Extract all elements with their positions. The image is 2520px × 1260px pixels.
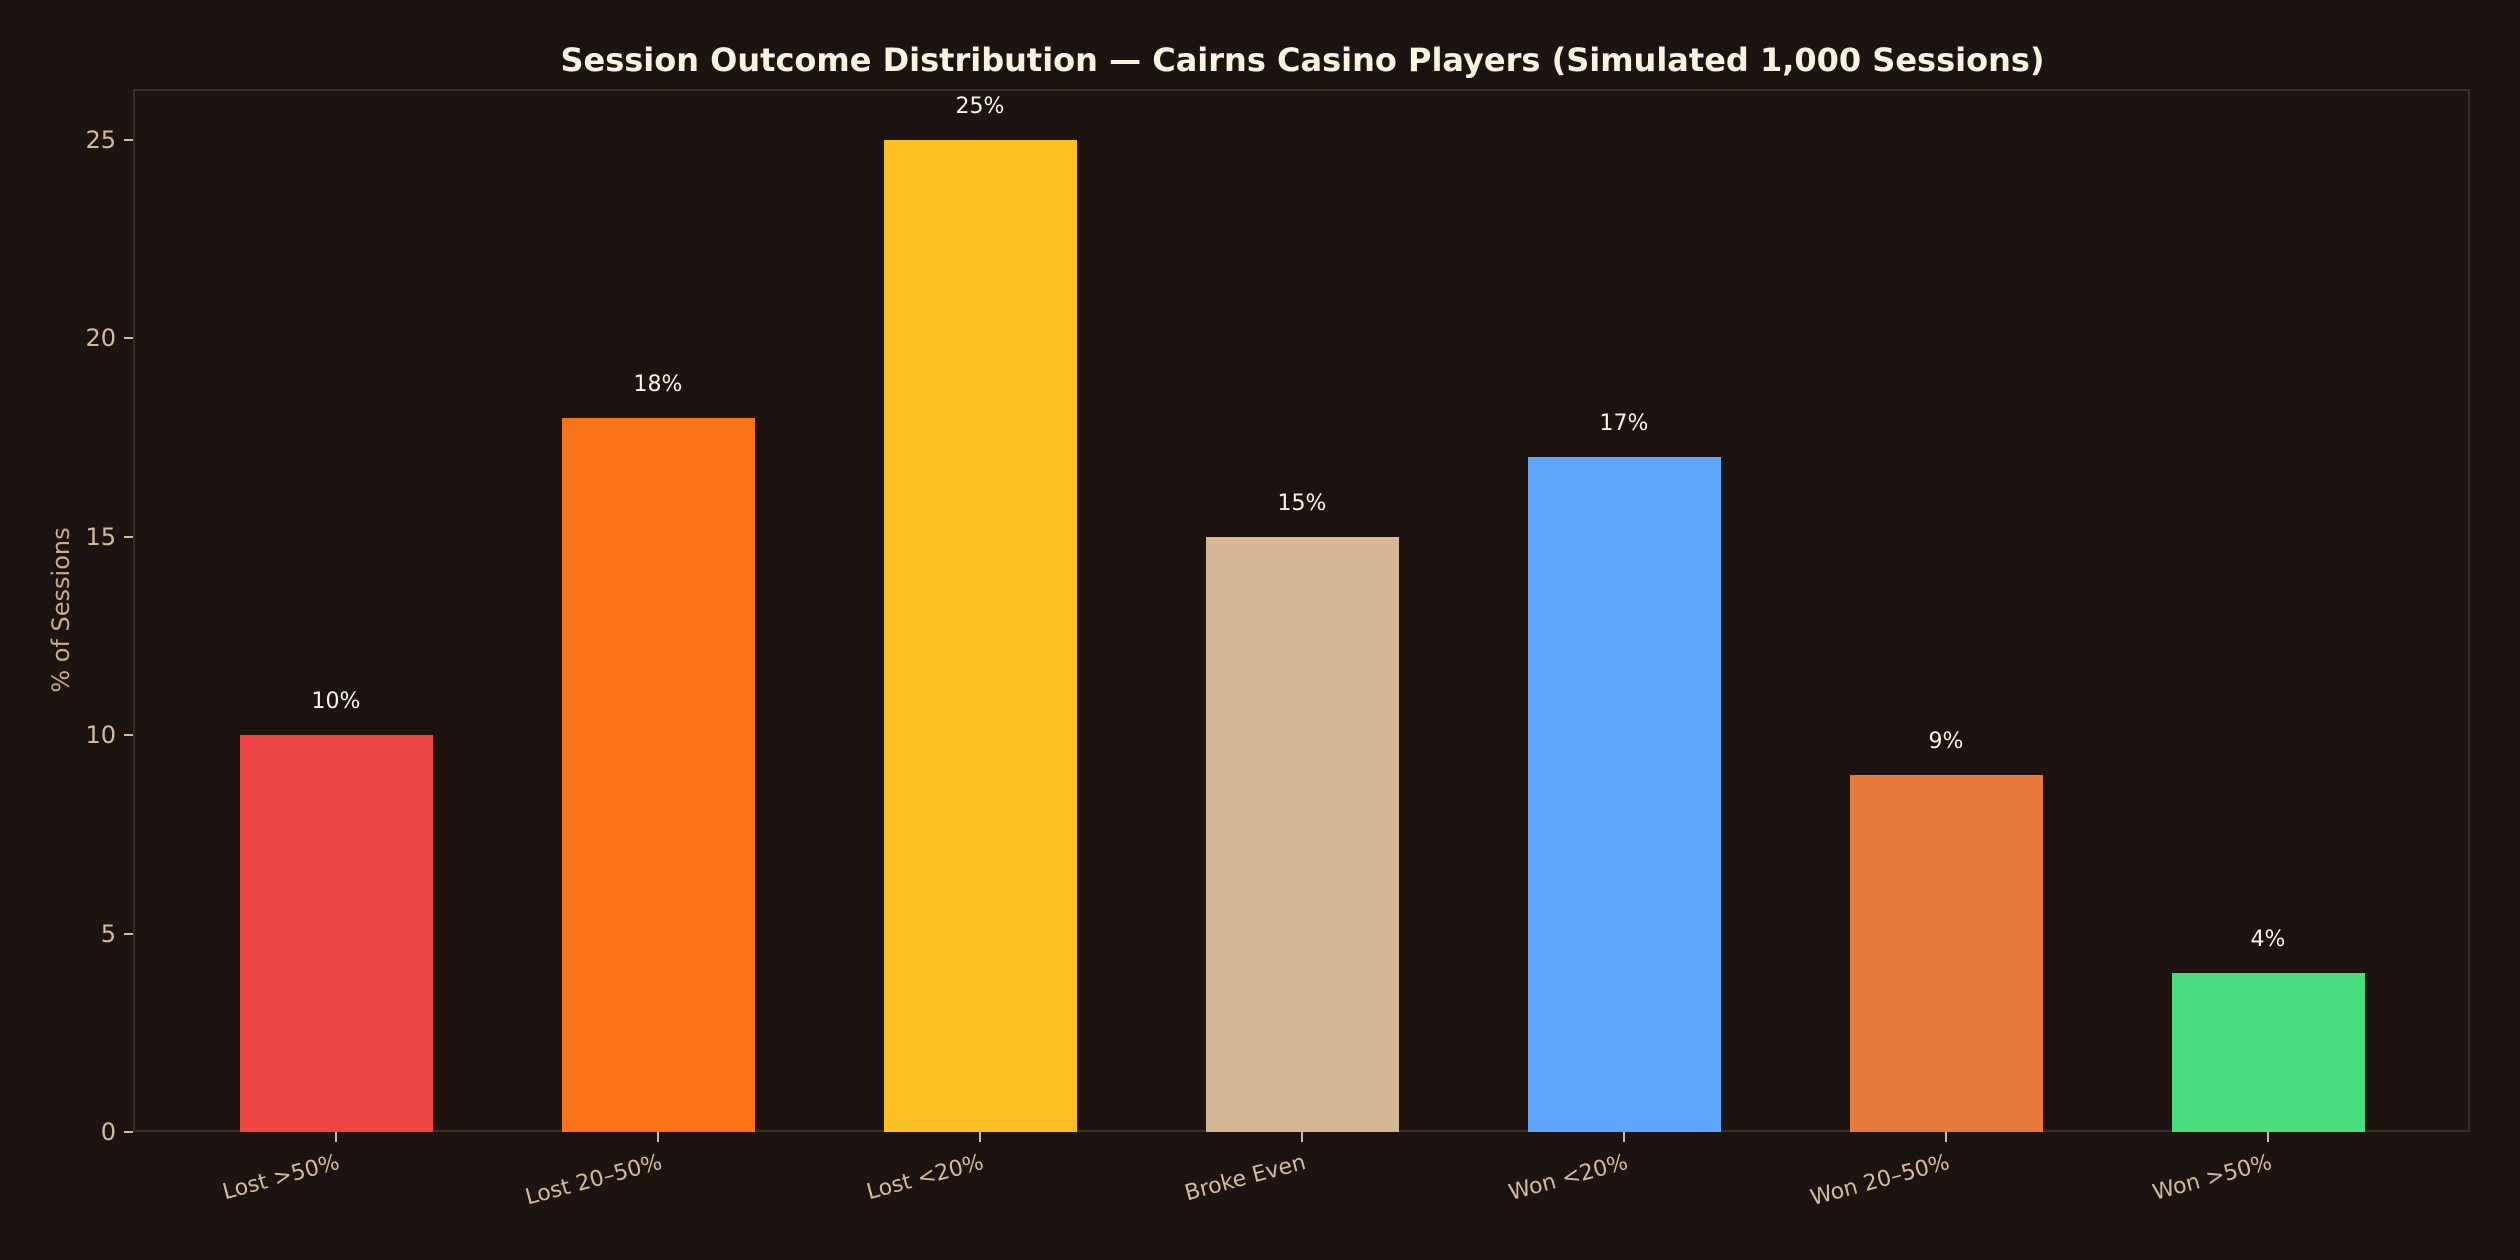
bar-value-label: 18% xyxy=(633,371,683,397)
bar xyxy=(1527,457,1721,1132)
x-tick-label: Lost <20% xyxy=(864,1150,987,1206)
y-axis-label: % of Sessions xyxy=(47,527,75,693)
x-tick-mark xyxy=(1623,1132,1625,1142)
y-tick-label: 5 xyxy=(100,919,116,948)
bar xyxy=(1849,774,2043,1132)
y-tick-mark xyxy=(124,139,133,141)
y-tick-mark xyxy=(124,932,133,935)
x-tick-mark xyxy=(2267,1132,2269,1142)
bar xyxy=(561,417,755,1132)
x-tick-label: Won 20–50% xyxy=(1808,1150,1953,1212)
y-tick-label: 25 xyxy=(85,126,116,154)
x-tick-label: Lost >50% xyxy=(220,1150,343,1206)
bar xyxy=(2171,973,2365,1132)
bar-value-label: 15% xyxy=(1277,490,1327,516)
x-tick-mark xyxy=(979,1132,981,1142)
y-tick-mark xyxy=(124,535,133,538)
bar-value-label: 9% xyxy=(1928,728,1964,754)
bar-value-label: 25% xyxy=(955,94,1005,119)
y-tick-mark xyxy=(124,734,133,737)
x-tick-mark xyxy=(1301,1132,1303,1142)
x-tick-label: Won >50% xyxy=(2149,1150,2275,1206)
bar xyxy=(1205,536,1399,1132)
chart-title: Session Outcome Distribution — Cairns Ca… xyxy=(560,41,2045,79)
bar xyxy=(883,140,1077,1132)
x-tick-label: Lost 20–50% xyxy=(522,1150,665,1211)
y-tick-label: 10 xyxy=(85,721,116,750)
x-tick-label: Broke Even xyxy=(1182,1150,1309,1207)
bar xyxy=(239,735,433,1132)
y-tick-mark xyxy=(124,337,133,340)
x-tick-mark xyxy=(335,1132,337,1142)
y-tick-label: 15 xyxy=(85,522,116,551)
y-tick-mark xyxy=(124,1131,133,1133)
y-tick-label: 20 xyxy=(85,324,116,353)
x-tick-mark xyxy=(657,1132,659,1142)
x-tick-label: Won <20% xyxy=(1505,1150,1631,1206)
bar-value-label: 4% xyxy=(2250,927,2286,953)
x-tick-mark xyxy=(1945,1132,1947,1142)
y-tick-label: 0 xyxy=(100,1118,116,1146)
bar-value-label: 10% xyxy=(311,689,361,715)
bar-value-label: 17% xyxy=(1599,411,1649,437)
